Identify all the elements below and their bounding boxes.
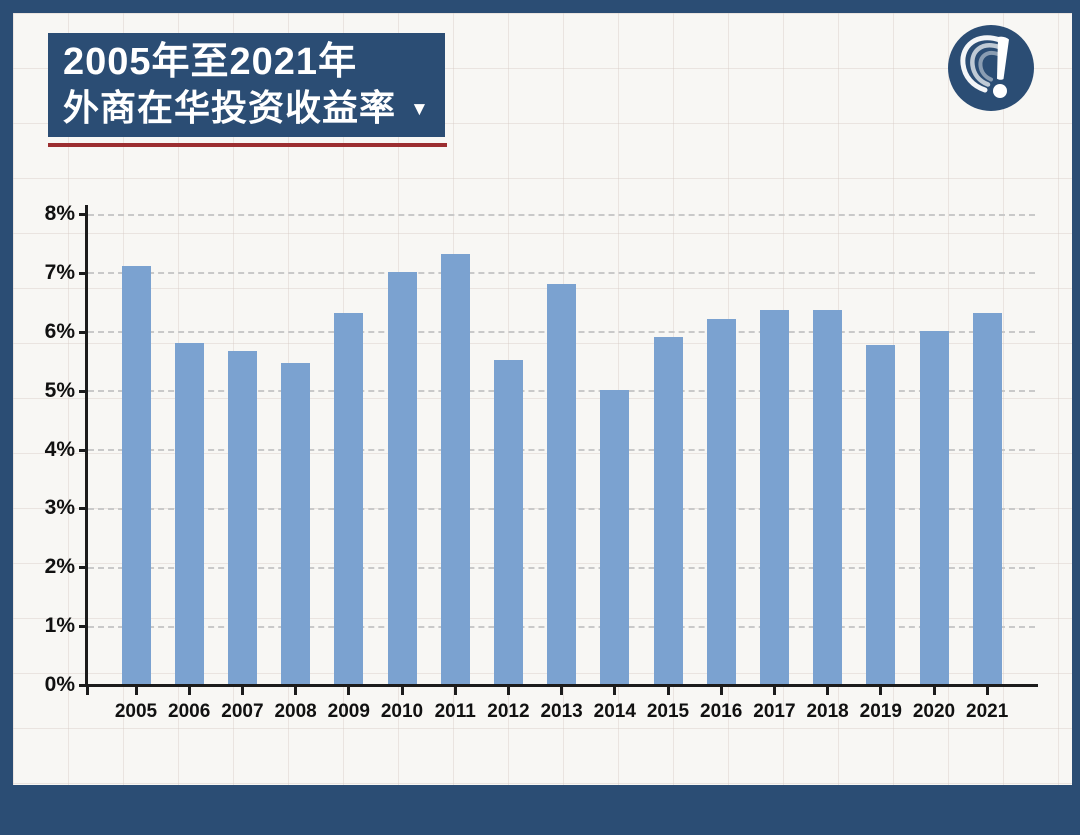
x-axis-label-2018: 2018	[806, 701, 849, 722]
x-axis-label-2015: 2015	[646, 701, 690, 722]
infographic-canvas: 0% 1% 2% 3% 4% 5% 6% 7% 8% 2005 2006 2007 2008 2009 20…	[13, 13, 1072, 785]
x-tick-2006	[187, 687, 191, 695]
x-axis-label-2007: 2007	[221, 701, 264, 722]
gridline-8pct	[88, 213, 1035, 216]
y-axis-label-3pct: 3%	[44, 496, 75, 520]
bar-2012	[493, 360, 523, 684]
bar-2011	[440, 254, 470, 684]
bar-2006	[174, 342, 204, 684]
x-tick-2020	[932, 687, 936, 695]
x-axis-label-2021: 2021	[966, 701, 1009, 722]
x-axis-label-2019: 2019	[859, 701, 902, 722]
y-tick-1pct	[79, 625, 88, 629]
y-axis-label-6pct: 6%	[44, 319, 75, 343]
y-tick-4pct	[79, 448, 88, 452]
y-axis-label-1pct: 1%	[44, 614, 75, 638]
bar-chart: 0% 1% 2% 3% 4% 5% 6% 7% 8% 2005 2006 2007 2008 2009 20…	[13, 13, 1072, 785]
x-tick-2011	[453, 687, 457, 695]
bar-2015	[653, 336, 683, 684]
bar-2021	[972, 313, 1002, 684]
x-axis-label-2008: 2008	[274, 701, 317, 722]
x-tick-2008	[294, 687, 298, 695]
title-box: 2005年至2021年 外商在华投资收益率 ▼	[48, 33, 445, 137]
x-axis-label-2016: 2016	[700, 701, 743, 722]
bar-2008	[281, 363, 311, 684]
x-axis-label-2014: 2014	[593, 701, 636, 722]
bar-2014	[600, 389, 630, 684]
x-axis-label-2005: 2005	[114, 701, 158, 722]
bar-2017	[759, 310, 789, 684]
x-axis-label-2020: 2020	[912, 701, 956, 722]
x-tick-2021	[985, 687, 989, 695]
x-tick-origin	[86, 687, 89, 695]
bar-2007	[227, 351, 257, 684]
x-axis-label-2012: 2012	[487, 701, 530, 722]
x-tick-2010	[400, 687, 404, 695]
y-tick-0pct	[79, 684, 88, 687]
title-underline	[48, 143, 447, 147]
title-line-2-text: 外商在华投资收益率	[63, 87, 397, 128]
y-axis-label-7pct: 7%	[44, 260, 75, 284]
bar-2005	[121, 265, 151, 684]
y-tick-5pct	[79, 389, 88, 393]
x-axis-line	[85, 684, 1038, 687]
x-tick-2014	[613, 687, 617, 695]
x-tick-2019	[879, 687, 883, 695]
x-tick-2012	[506, 687, 510, 695]
bar-2010	[387, 271, 417, 684]
bar-2019	[866, 345, 896, 684]
x-axis-label-2017: 2017	[753, 701, 796, 722]
y-axis-line	[85, 205, 88, 687]
title-line-2: 外商在华投资收益率 ▼	[63, 85, 445, 131]
y-axis-label-2pct: 2%	[44, 555, 75, 579]
x-axis-label-2010: 2010	[380, 701, 424, 722]
bar-2018	[813, 310, 843, 684]
x-axis-label-2006: 2006	[168, 701, 211, 722]
bar-2013	[547, 283, 577, 684]
title-line-1: 2005年至2021年	[63, 41, 358, 83]
x-axis-label-2011: 2011	[434, 701, 476, 722]
y-axis-label-8pct: 8%	[44, 202, 75, 225]
y-tick-6pct	[79, 330, 88, 334]
bar-2020	[919, 330, 949, 684]
y-axis-label-5pct: 5%	[44, 378, 75, 402]
x-tick-2007	[240, 687, 244, 695]
question-exclamation-logo-icon	[948, 25, 1034, 111]
bar-2009	[334, 313, 364, 684]
x-tick-2013	[560, 687, 564, 695]
y-tick-8pct	[79, 213, 88, 216]
x-tick-2015	[666, 687, 670, 695]
y-axis-label-0pct: 0%	[44, 673, 75, 696]
y-tick-3pct	[79, 507, 88, 511]
x-tick-2018	[826, 687, 830, 695]
y-tick-2pct	[79, 566, 88, 570]
x-tick-2005	[134, 687, 138, 695]
gridline-7pct	[88, 272, 1035, 275]
x-axis-label-2013: 2013	[540, 701, 583, 722]
y-axis-label-4pct: 4%	[44, 437, 75, 461]
dropdown-caret-icon: ▼	[410, 99, 430, 120]
x-axis-label-2009: 2009	[327, 701, 370, 722]
x-tick-2016	[719, 687, 723, 695]
x-tick-2009	[347, 687, 351, 695]
x-tick-2017	[772, 687, 776, 695]
bar-2016	[706, 318, 736, 684]
y-tick-7pct	[79, 271, 88, 275]
